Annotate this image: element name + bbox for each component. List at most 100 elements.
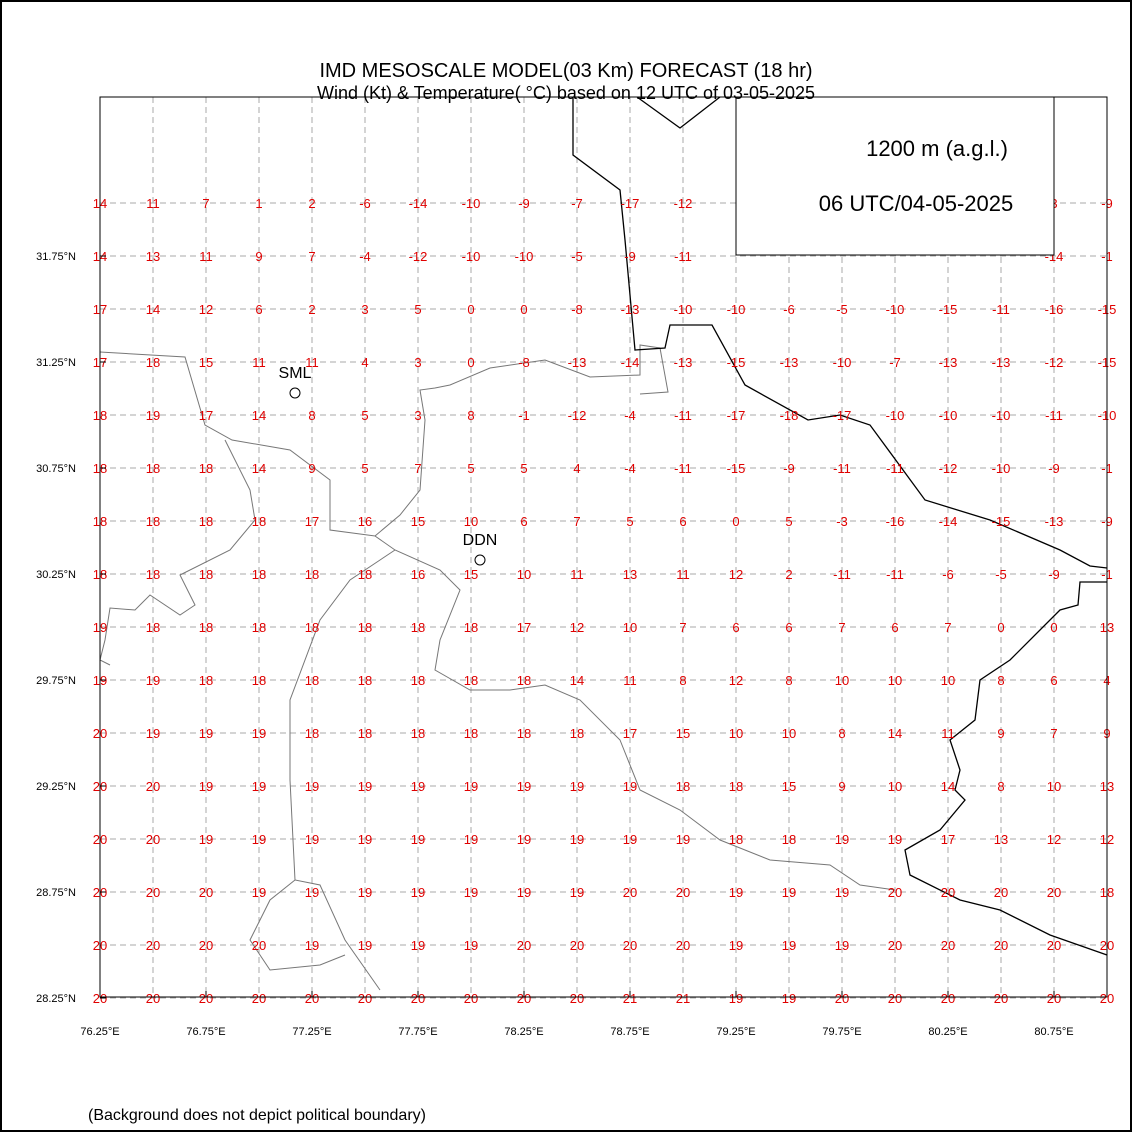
- temperature: 15: [676, 726, 690, 741]
- temperature: -13: [992, 355, 1011, 370]
- temperature: 20: [994, 938, 1008, 953]
- temperature: 18: [517, 726, 531, 741]
- temperature: -10: [886, 302, 905, 317]
- temperature: -11: [833, 461, 851, 476]
- temperature: 8: [467, 408, 474, 423]
- temperature: 8: [679, 673, 686, 688]
- temperature: -12: [1045, 355, 1064, 370]
- temperature: 19: [570, 779, 584, 794]
- temperature: 18: [464, 673, 478, 688]
- footnote: (Background does not depict political bo…: [88, 1107, 426, 1124]
- temperature: 6: [255, 302, 262, 317]
- temperature: -14: [939, 514, 958, 529]
- y-axis-label: 30.75°N: [36, 463, 76, 475]
- temperature: 19: [305, 832, 319, 847]
- temperature: 19: [517, 832, 531, 847]
- y-axis-label: 31.25°N: [36, 357, 76, 369]
- temperature: 19: [729, 885, 743, 900]
- y-axis-label: 28.75°N: [36, 887, 76, 899]
- temperature: 8: [838, 726, 845, 741]
- boundaries: [99, 344, 896, 991]
- boundary: [374, 535, 896, 891]
- level: 1200 m (a.g.l.): [866, 136, 1008, 161]
- temperature: 10: [1047, 779, 1061, 794]
- temperature: 7: [944, 620, 951, 635]
- temperature: 0: [1050, 620, 1057, 635]
- temperature: 18: [782, 832, 796, 847]
- temperature: -7: [571, 196, 583, 211]
- temperature: 18: [252, 673, 266, 688]
- temperature: -13: [939, 355, 958, 370]
- temperature: 4: [573, 461, 580, 476]
- temperature: -10: [992, 408, 1011, 423]
- temperature: 13: [994, 832, 1008, 847]
- temperature: 20: [941, 991, 955, 1006]
- temperature: 18: [358, 673, 372, 688]
- temperature: -9: [1048, 461, 1060, 476]
- x-axis-label: 80.25°E: [928, 1026, 967, 1038]
- temperature: 19: [252, 726, 266, 741]
- temperature: 11: [623, 673, 637, 688]
- temperature: 18: [305, 726, 319, 741]
- temperature: 20: [676, 938, 690, 953]
- temperature: 19: [676, 832, 690, 847]
- temperature: 0: [997, 620, 1004, 635]
- temperature: -13: [780, 355, 799, 370]
- temperature: 19: [146, 726, 160, 741]
- temperature: -18: [780, 408, 799, 423]
- border: [904, 581, 1108, 956]
- temperature: 8: [785, 673, 792, 688]
- temperature: 8: [308, 408, 315, 423]
- temperature: 20: [1100, 991, 1114, 1006]
- temperature: 13: [623, 567, 637, 582]
- temperature: -11: [886, 461, 904, 476]
- temperature: 19: [570, 885, 584, 900]
- temperature: 5: [785, 514, 792, 529]
- temperature: -10: [515, 249, 534, 264]
- temperature: 21: [676, 991, 690, 1006]
- temperature: 18: [305, 673, 319, 688]
- temperature: 15: [782, 779, 796, 794]
- temperature: 7: [414, 461, 421, 476]
- temperature: 19: [411, 938, 425, 953]
- temperature: 20: [305, 991, 319, 1006]
- temperature: 11: [199, 249, 213, 264]
- temperature: 8: [997, 673, 1004, 688]
- x-axis-label: 76.25°E: [80, 1026, 119, 1038]
- temperature: -11: [833, 567, 851, 582]
- temperature: 18: [146, 514, 160, 529]
- borders: [572, 96, 1108, 956]
- temperature: 20: [994, 885, 1008, 900]
- temperature: 19: [835, 832, 849, 847]
- temperature: -10: [833, 355, 852, 370]
- temperature: 7: [202, 196, 209, 211]
- info-box: [735, 96, 1055, 256]
- temperature: 2: [308, 196, 315, 211]
- temperature: -13: [568, 355, 587, 370]
- temperature: 19: [358, 938, 372, 953]
- temperature: 16: [411, 567, 425, 582]
- temperature: 18: [464, 726, 478, 741]
- temperature: 19: [358, 885, 372, 900]
- temperature: 18: [358, 567, 372, 582]
- temperature: -8: [571, 302, 583, 317]
- border: [636, 96, 721, 129]
- temperature: 18: [411, 620, 425, 635]
- temperature: 9: [997, 726, 1004, 741]
- temperature: -11: [992, 302, 1010, 317]
- subtitle: Wind (Kt) & Temperature( °C) based on 12…: [317, 83, 815, 103]
- temperature: -11: [886, 567, 904, 582]
- temperature: -12: [939, 461, 958, 476]
- temperature: 20: [994, 991, 1008, 1006]
- temperature: -3: [836, 514, 848, 529]
- temperature: 19: [199, 726, 213, 741]
- temperature: 19: [305, 779, 319, 794]
- temperature: 18: [199, 673, 213, 688]
- temperature: 6: [785, 620, 792, 635]
- temperature: 13: [146, 249, 160, 264]
- temperature: 5: [520, 461, 527, 476]
- temperature: 18: [570, 726, 584, 741]
- temperature: 2: [308, 302, 315, 317]
- boundary: [99, 439, 256, 666]
